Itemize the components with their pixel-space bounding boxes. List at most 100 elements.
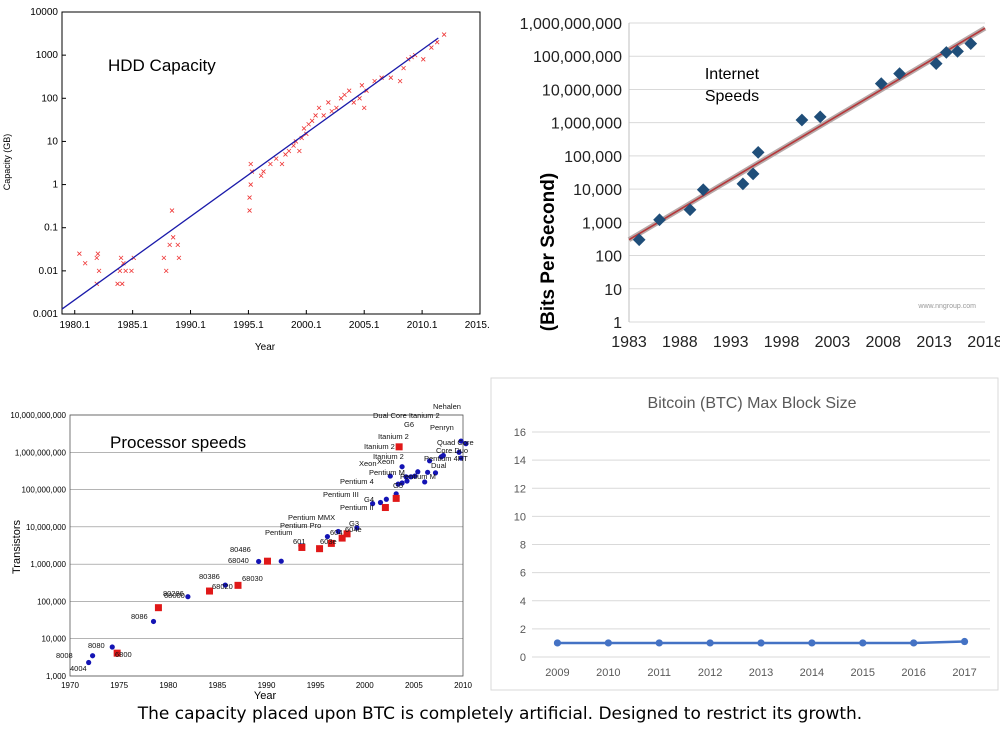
- processor-x-tick-label: 2010: [454, 681, 472, 690]
- btc-point: [553, 639, 562, 647]
- processor-intel-point: [335, 528, 341, 535]
- internet-y-tick-label: 100,000: [564, 149, 622, 166]
- internet-point: [751, 145, 765, 159]
- internet-trend-line: [628, 27, 986, 241]
- processor-x-tick-label: 1990: [258, 681, 276, 690]
- hdd-point: [167, 242, 172, 248]
- processor-intel-point: [403, 474, 409, 480]
- processor-chip-label: Itanium 2: [373, 452, 404, 461]
- btc-x-tick-label: 2013: [749, 667, 773, 679]
- processor-x-tick-label: 1985: [208, 681, 226, 690]
- processor-chip-label: 8080: [88, 641, 105, 650]
- processor-chart: 1,000 10,000 100,000 1,000,000 10,000,000 100…: [10, 402, 473, 702]
- processor-chip-label: 8086: [131, 612, 148, 621]
- btc-x-tick-label: 2011: [647, 667, 671, 679]
- btc-point: [808, 639, 816, 647]
- hdd-point: [163, 268, 169, 274]
- processor-intel-point: [278, 558, 284, 564]
- processor-chip-label: Xeon: [359, 459, 377, 468]
- hdd-y-tick-label: 0.1: [44, 223, 58, 234]
- hdd-x-tick-label: 1995.1: [233, 320, 264, 331]
- hdd-y-tick-label: 10000: [30, 7, 58, 18]
- hdd-point: [261, 169, 266, 174]
- processor-intel-point: [222, 582, 228, 588]
- btc-y-tick-label: 0: [520, 652, 526, 664]
- hdd-x-tick-label: 2000.1: [291, 320, 322, 331]
- processor-motorola-point: [316, 545, 324, 553]
- processor-chip-label: 68030: [242, 574, 263, 583]
- processor-intel-point: [438, 454, 444, 460]
- processor-intel-point: [377, 499, 384, 506]
- processor-intel-point: [383, 496, 389, 502]
- hdd-point: [161, 255, 167, 261]
- hdd-point: [248, 161, 254, 167]
- internet-y-tick-label: 10: [604, 282, 622, 299]
- processor-chip-label: 68040: [228, 556, 249, 565]
- hdd-trend-line: [61, 37, 439, 310]
- internet-title-line2: Speeds: [705, 88, 759, 105]
- processor-chip-label: 601: [293, 537, 306, 546]
- hdd-point: [321, 113, 326, 118]
- hdd-point: [273, 156, 279, 161]
- hdd-y-label: Capacity (GB): [2, 134, 12, 191]
- processor-title: Processor speeds: [110, 433, 246, 452]
- internet-x-tick-label: 2003: [815, 334, 851, 351]
- internet-point: [874, 77, 888, 90]
- processor-intel-point: [109, 644, 115, 650]
- hdd-point: [176, 255, 182, 261]
- processor-intel-point: [399, 464, 405, 470]
- hdd-point: [169, 208, 175, 213]
- hdd-point: [123, 268, 128, 274]
- hdd-point: [329, 108, 335, 114]
- hdd-point: [258, 173, 264, 179]
- internet-y-tick-label: 100: [595, 249, 622, 266]
- hdd-x-label: Year: [255, 342, 276, 353]
- processor-chip-label: Pentium M: [369, 468, 405, 477]
- btc-x-tick-label: 2014: [800, 667, 824, 679]
- internet-y-tick-label: 10,000,000: [542, 82, 622, 99]
- processor-motorola-point: [263, 557, 271, 565]
- processor-chip-label: 604e: [345, 525, 362, 534]
- hdd-point: [338, 96, 344, 101]
- hdd-point: [175, 242, 181, 248]
- hdd-point: [94, 255, 100, 261]
- hdd-point: [117, 268, 123, 274]
- processor-intel-point: [426, 458, 433, 464]
- internet-y-tick-label: 10,000: [573, 182, 622, 199]
- internet-point: [736, 177, 750, 191]
- processor-intel-point: [415, 469, 421, 475]
- processor-chip-label: Pentium Pro: [280, 521, 321, 530]
- internet-y-tick-label: 1,000,000: [551, 116, 622, 133]
- processor-chip-label: Pentium 4: [340, 477, 374, 486]
- processor-motorola-point: [154, 604, 162, 612]
- processor-chip-label: Pentium II: [340, 503, 374, 512]
- internet-x-tick-label: 2018: [967, 334, 1000, 351]
- hdd-x-tick-label: 1990.1: [175, 320, 206, 331]
- processor-motorola-point: [395, 443, 403, 451]
- hdd-point: [170, 235, 176, 240]
- processor-chip-label: Pentium III: [323, 490, 359, 499]
- hdd-point: [401, 65, 406, 71]
- hdd-x-tick-label: 2010.1: [407, 320, 438, 331]
- processor-intel-point: [404, 478, 410, 484]
- internet-watermark: www.nngroup.com: [917, 303, 976, 310]
- hdd-point: [268, 161, 273, 167]
- processor-y-label: Transistors: [11, 520, 23, 574]
- hdd-point: [247, 208, 252, 213]
- hdd-point: [361, 105, 367, 111]
- internet-x-tick-label: 2013: [916, 334, 952, 351]
- processor-y-tick-label: 1,000: [46, 672, 67, 681]
- hdd-x-tick-label: 1985.1: [117, 320, 148, 331]
- hdd-x-tick-label: 2015.1: [465, 320, 490, 331]
- hdd-point: [388, 75, 394, 80]
- internet-point: [795, 113, 809, 127]
- processor-chip-label: Nehalen: [433, 402, 461, 411]
- processor-intel-point: [458, 455, 464, 461]
- hdd-point: [297, 148, 302, 154]
- hdd-point: [429, 45, 434, 50]
- hdd-point: [316, 105, 322, 111]
- processor-chip-label: 6800: [115, 650, 132, 659]
- processor-intel-point: [185, 594, 191, 600]
- hdd-point: [351, 100, 357, 105]
- processor-motorola-point: [327, 539, 335, 547]
